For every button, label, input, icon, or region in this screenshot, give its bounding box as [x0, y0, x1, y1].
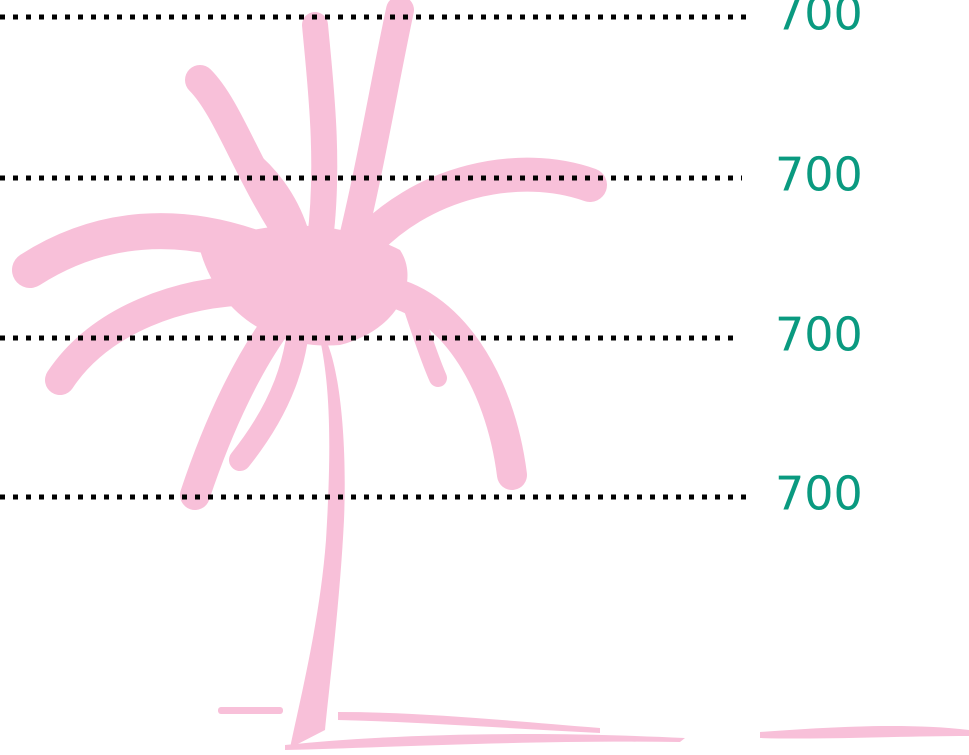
palm-tree — [30, 10, 969, 750]
level-label: 700 — [775, 148, 863, 202]
page: 700 700 700 700 (() => { const data = JS… — [0, 0, 969, 755]
level-label: 700 — [775, 0, 863, 41]
level-label: 700 — [775, 308, 863, 362]
scene: 700 700 700 700 — [0, 0, 969, 755]
level-label: 700 — [775, 467, 863, 521]
